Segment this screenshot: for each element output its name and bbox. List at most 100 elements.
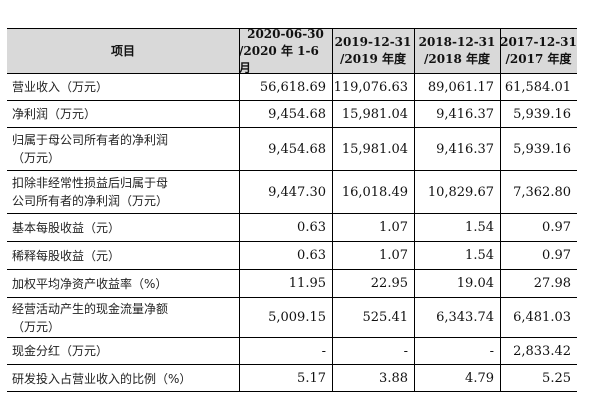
value-2018: 4.79 [465, 371, 494, 386]
value-2018: 1.54 [465, 220, 494, 235]
table-row: 归属于母公司所有者的净利润 （万元） 9,454.68 15,981.04 9,… [7, 128, 577, 171]
value-2017: 0.97 [542, 220, 571, 235]
column-divider [414, 214, 415, 241]
value-2018: 89,061.17 [427, 79, 494, 95]
column-divider [500, 242, 501, 269]
column-divider [500, 270, 501, 297]
value-2018: 9,416.37 [436, 141, 494, 157]
column-divider [332, 101, 333, 127]
header-period-2019: 2019-12-31 /2019 年度 [332, 29, 414, 73]
value-2019: - [403, 343, 408, 359]
value-2018: 6,343.74 [436, 310, 494, 325]
column-divider [500, 101, 501, 127]
header-date: 2019-12-31 [334, 35, 412, 49]
value-2020h1: 0.63 [297, 220, 326, 235]
value-2017: 5,939.16 [513, 106, 571, 122]
column-divider [414, 171, 415, 213]
column-divider [239, 74, 240, 100]
column-divider [239, 270, 240, 297]
header-date: 2020-06-30 [247, 29, 324, 41]
value-2020h1: 9,447.30 [268, 184, 326, 200]
row-label: 研发投入占营业收入的比例（%） [12, 371, 192, 386]
column-divider [239, 101, 240, 127]
column-divider [332, 29, 333, 73]
value-2018: 19.04 [456, 276, 494, 291]
table-header: 项目 2020-06-30 /2020 年 1-6 月 2019-12-31 /… [7, 29, 577, 74]
column-divider [239, 29, 240, 73]
value-2019: 3.88 [379, 371, 408, 386]
value-2018: 9,416.37 [436, 106, 494, 122]
header-period-2018: 2018-12-31 /2018 年度 [414, 29, 500, 73]
column-divider [332, 270, 333, 297]
table-row: 净利润（万元） 9,454.68 15,981.04 9,416.37 5,93… [7, 101, 577, 128]
table-row: 经营活动产生的现金流量净额 （万元） 5,009.15 525.41 6,343… [7, 298, 577, 338]
value-2018: 10,829.67 [427, 184, 494, 200]
header-date: 2017-12-31 [500, 35, 577, 49]
value-2020h1: 56,618.69 [259, 79, 326, 95]
column-divider [239, 338, 240, 364]
header-period: /2019 年度 [340, 52, 406, 66]
value-2019: 15,981.04 [341, 106, 408, 122]
column-divider [500, 214, 501, 241]
table-row: 稀释每股收益（元） 0.63 1.07 1.54 0.97 [7, 242, 577, 270]
column-divider [414, 338, 415, 364]
value-2017: 2,833.42 [513, 343, 571, 359]
column-divider [332, 74, 333, 100]
row-label: 基本每股收益（元） [12, 220, 121, 235]
header-period: /2017 年度 [505, 52, 572, 66]
column-divider [414, 128, 415, 170]
column-divider [500, 74, 501, 100]
row-label: 净利润（万元） [12, 107, 97, 121]
column-divider [239, 365, 240, 392]
row-label: 现金分红（万元） [12, 344, 109, 358]
table-row: 现金分红（万元） - - - 2,833.42 [7, 338, 577, 365]
table-row: 研发投入占营业收入的比例（%） 5.17 3.88 4.79 5.25 [7, 365, 577, 392]
column-divider [500, 365, 501, 392]
header-item-label: 项目 [110, 43, 135, 58]
header-period: /2020 年 1-6 月 [239, 43, 319, 74]
column-divider [239, 242, 240, 269]
value-2017: 0.97 [542, 248, 571, 263]
table-row: 营业收入（万元） 56,618.69 119,076.63 89,061.17 … [7, 74, 577, 101]
value-2019: 22.95 [370, 276, 408, 291]
value-2019: 16,018.49 [341, 184, 408, 200]
value-2017: 6,481.03 [513, 310, 571, 325]
header-period: /2018 年度 [424, 52, 490, 66]
value-2019: 525.41 [362, 310, 409, 325]
column-divider [332, 338, 333, 364]
column-divider [414, 74, 415, 100]
column-divider [239, 128, 240, 170]
row-label: 营业收入（万元） [12, 80, 109, 94]
value-2019: 1.07 [379, 248, 408, 263]
value-2017: 5,939.16 [513, 141, 571, 157]
table-row: 基本每股收益（元） 0.63 1.07 1.54 0.97 [7, 214, 577, 242]
header-date: 2018-12-31 [418, 35, 496, 49]
table-row: 扣除非经常性损益后归属于母 公司所有者的净利润（万元） 9,447.30 16,… [7, 171, 577, 214]
value-2019: 15,981.04 [341, 141, 408, 157]
value-2020h1: 5.17 [297, 371, 326, 386]
row-label: 稀释每股收益（元） [12, 248, 121, 263]
row-label: 加权平均净资产收益率（%） [12, 276, 168, 291]
row-label: 经营活动产生的现金流量净额 （万元） [12, 301, 169, 334]
value-2017: 27.98 [533, 276, 571, 291]
column-divider [414, 365, 415, 392]
column-divider [414, 270, 415, 297]
column-divider [414, 29, 415, 73]
column-divider [332, 242, 333, 269]
value-2020h1: - [321, 343, 326, 359]
header-item: 项目 [7, 29, 239, 73]
value-2020h1: 11.95 [288, 276, 326, 291]
row-label: 扣除非经常性损益后归属于母 公司所有者的净利润（万元） [12, 176, 169, 208]
column-divider [332, 365, 333, 392]
value-2020h1: 5,009.15 [268, 310, 326, 325]
column-divider [239, 171, 240, 213]
header-period-2020h1: 2020-06-30 /2020 年 1-6 月 [239, 29, 332, 73]
value-2018: - [489, 343, 494, 359]
row-label: 归属于母公司所有者的净利润 （万元） [12, 133, 169, 165]
column-divider [500, 171, 501, 213]
value-2019: 119,076.63 [333, 79, 408, 95]
column-divider [332, 171, 333, 213]
value-2020h1: 9,454.68 [268, 141, 326, 157]
value-2017: 5.25 [542, 371, 571, 386]
column-divider [414, 242, 415, 269]
